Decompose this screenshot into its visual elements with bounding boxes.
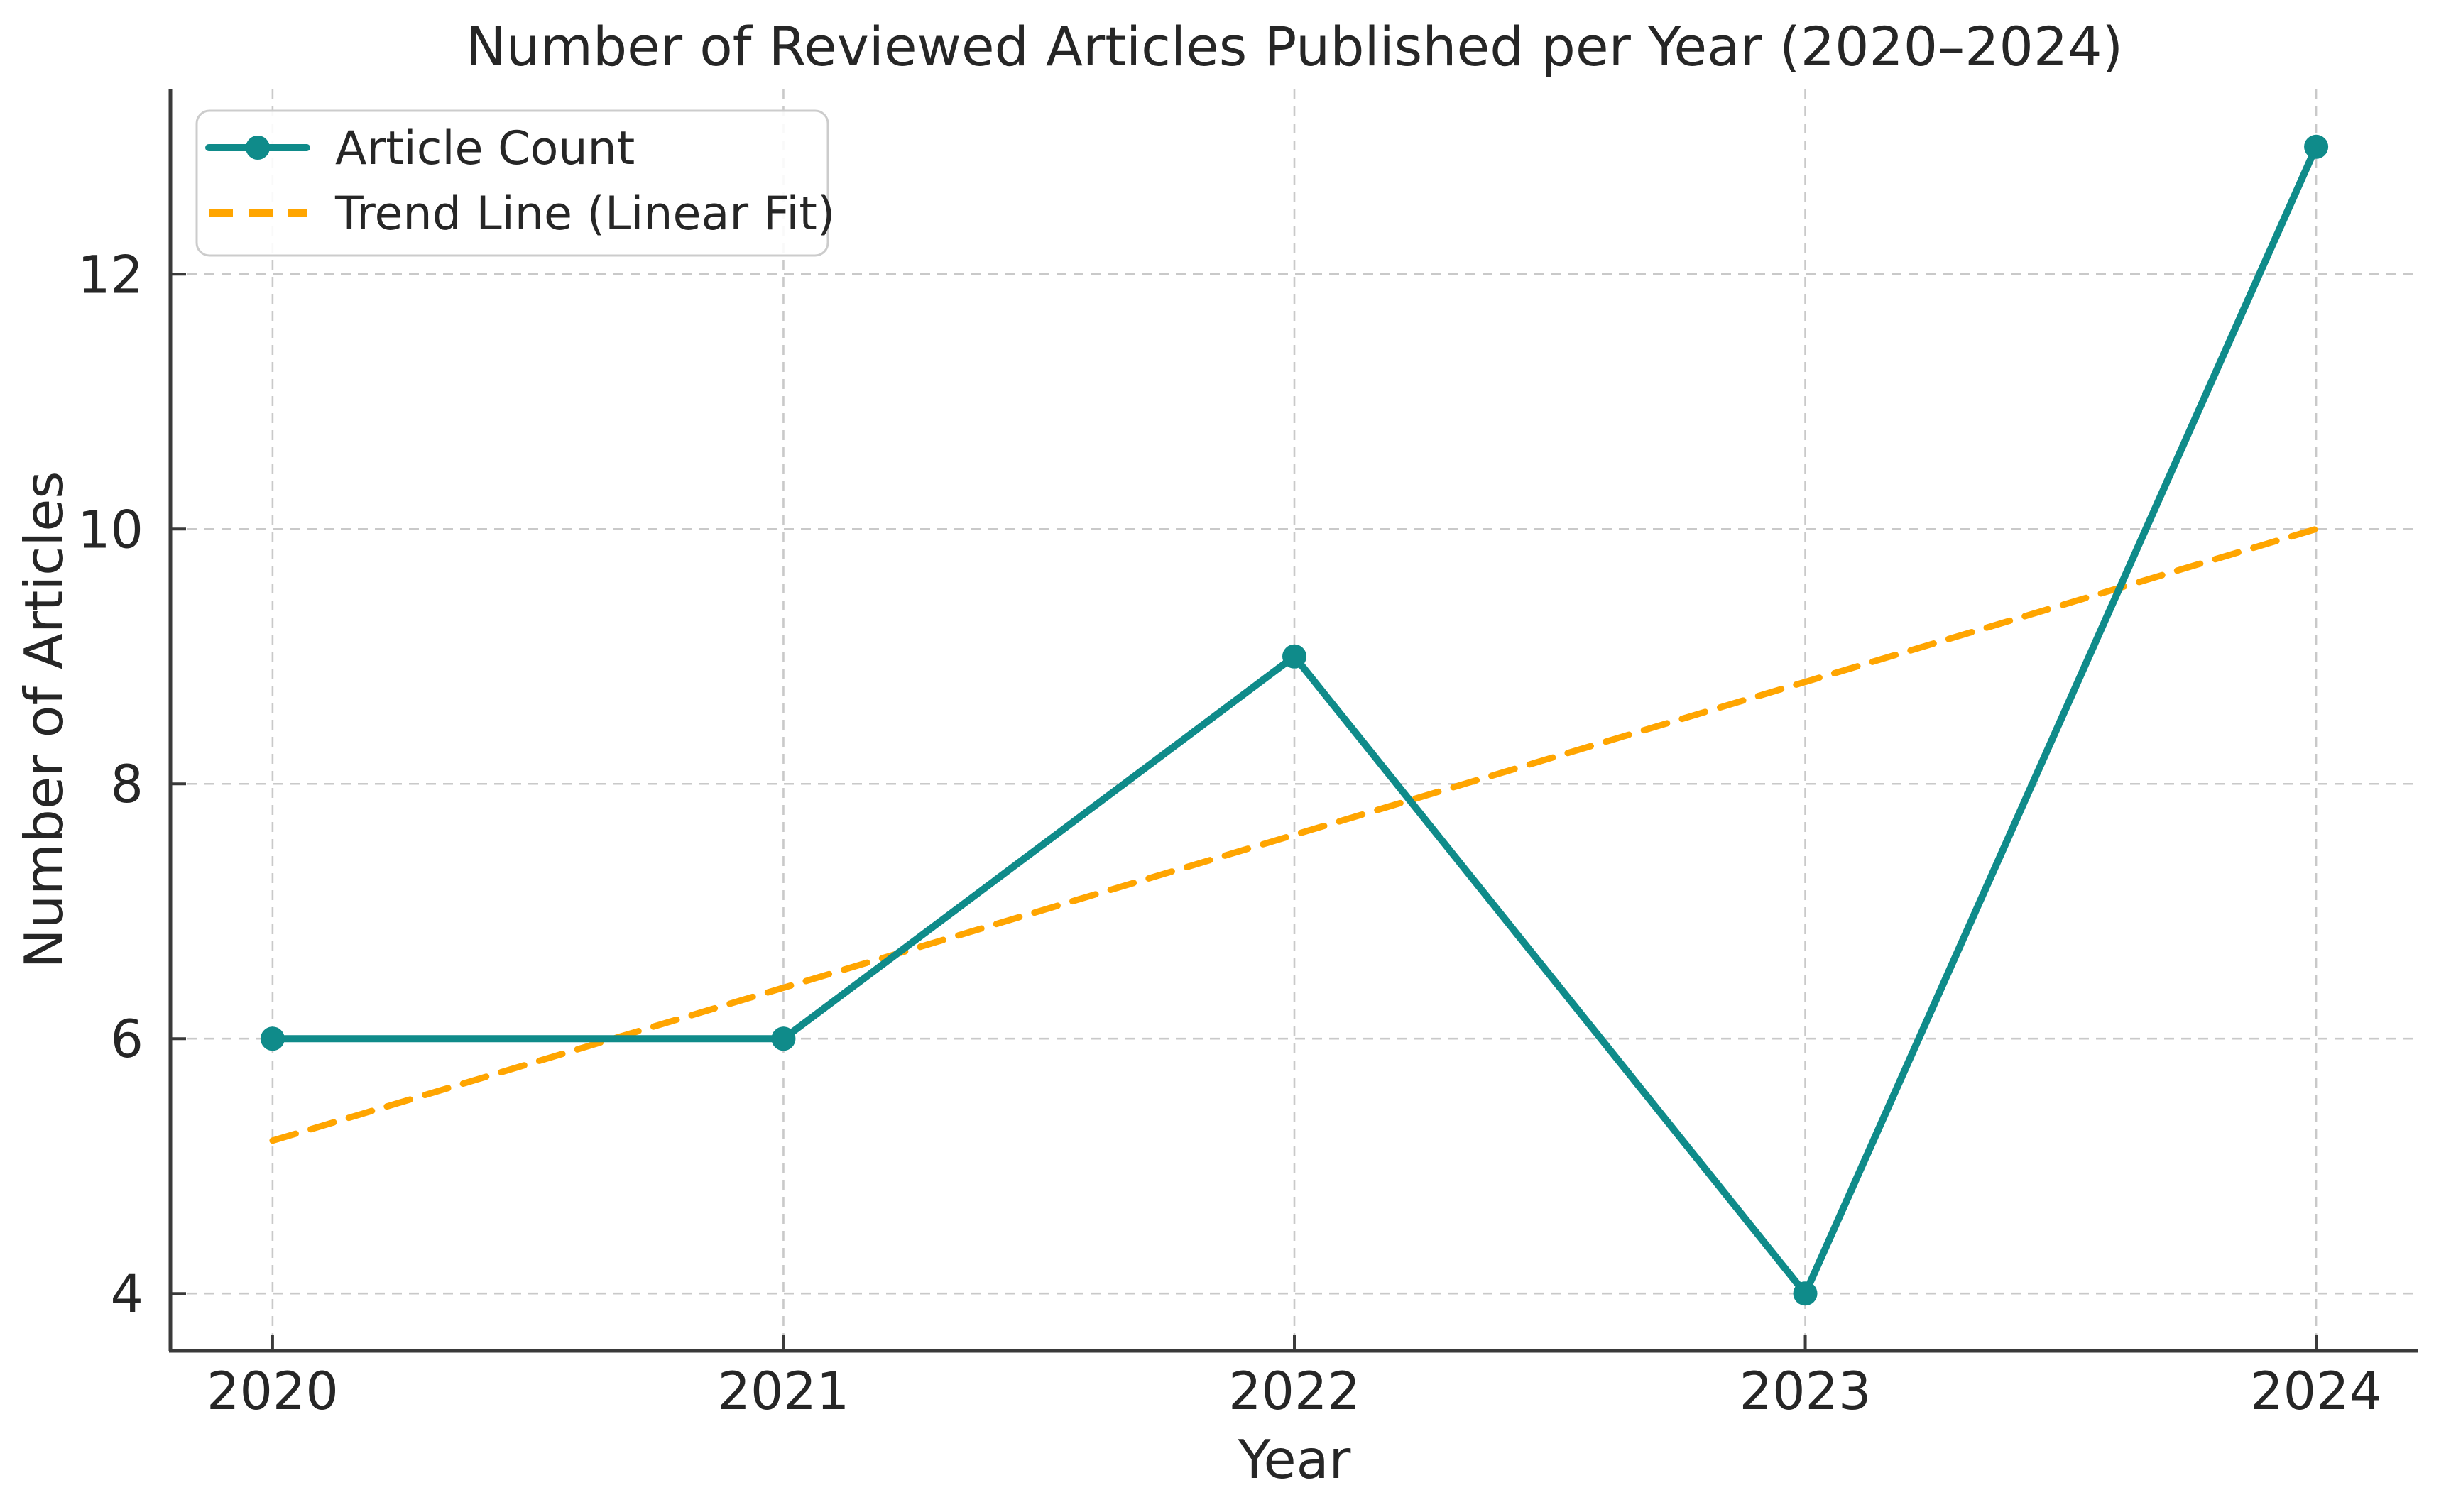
data-point-marker (2304, 134, 2329, 159)
y-tick-label: 8 (111, 755, 143, 815)
data-point-marker (771, 1026, 796, 1051)
legend-item-trend-line: Trend Line (Linear Fit) (209, 187, 835, 241)
legend-swatch-circle-marker (246, 136, 270, 160)
data-point-marker (1793, 1281, 1818, 1306)
x-tick-label: 2022 (1228, 1362, 1360, 1422)
data-point-marker (1282, 644, 1306, 669)
data-point-marker (260, 1026, 285, 1051)
tick-layer: 2020 2021 2022 2023 2024 4 6 8 10 12 (77, 245, 2382, 1422)
x-tick-label: 2021 (718, 1362, 850, 1422)
legend: Article Count Trend Line (Linear Fit) (195, 109, 835, 257)
legend-label-trend-line: Trend Line (Linear Fit) (334, 187, 835, 241)
series-layer (260, 134, 2329, 1306)
x-tick-label: 2024 (2250, 1362, 2382, 1422)
x-tick-label: 2020 (207, 1362, 339, 1422)
y-axis-label: Number of Articles (13, 471, 75, 969)
legend-box (195, 109, 829, 257)
x-axis-label: Year (1238, 1428, 1351, 1491)
y-tick-label: 4 (111, 1264, 143, 1325)
grid-layer (170, 89, 2418, 1351)
y-tick-label: 10 (77, 500, 143, 560)
legend-item-article-count: Article Count (205, 122, 635, 175)
y-tick-label: 6 (111, 1009, 143, 1070)
legend-label-article-count: Article Count (335, 122, 635, 175)
x-tick-label: 2023 (1740, 1362, 1872, 1422)
y-tick-label: 12 (77, 245, 143, 305)
chart-title: Number of Reviewed Articles Published pe… (466, 15, 2123, 78)
